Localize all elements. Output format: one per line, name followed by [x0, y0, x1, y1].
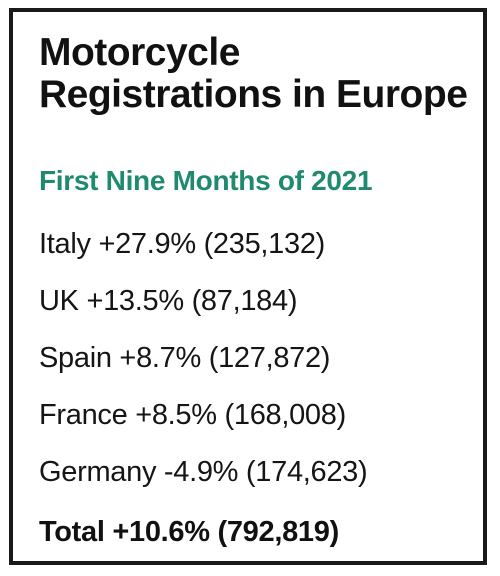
country-row-germany: Germany -4.9% (174,623): [39, 456, 368, 488]
country-row-italy: Italy +27.9% (235,132): [39, 228, 326, 260]
total-row: Total +10.6% (792,819): [39, 516, 339, 548]
country-row-france: France +8.5% (168,008): [39, 399, 346, 431]
country-row-spain: Spain +8.7% (127,872): [39, 342, 331, 374]
country-list: Italy +27.9% (235,132) UK +13.5% (87,184…: [39, 226, 368, 511]
card-title: Motorcycle Registrations in Europe: [39, 31, 468, 116]
country-row-uk: UK +13.5% (87,184): [39, 285, 298, 317]
registrations-card: Motorcycle Registrations in Europe First…: [9, 8, 487, 565]
card-subtitle: First Nine Months of 2021: [39, 165, 373, 196]
